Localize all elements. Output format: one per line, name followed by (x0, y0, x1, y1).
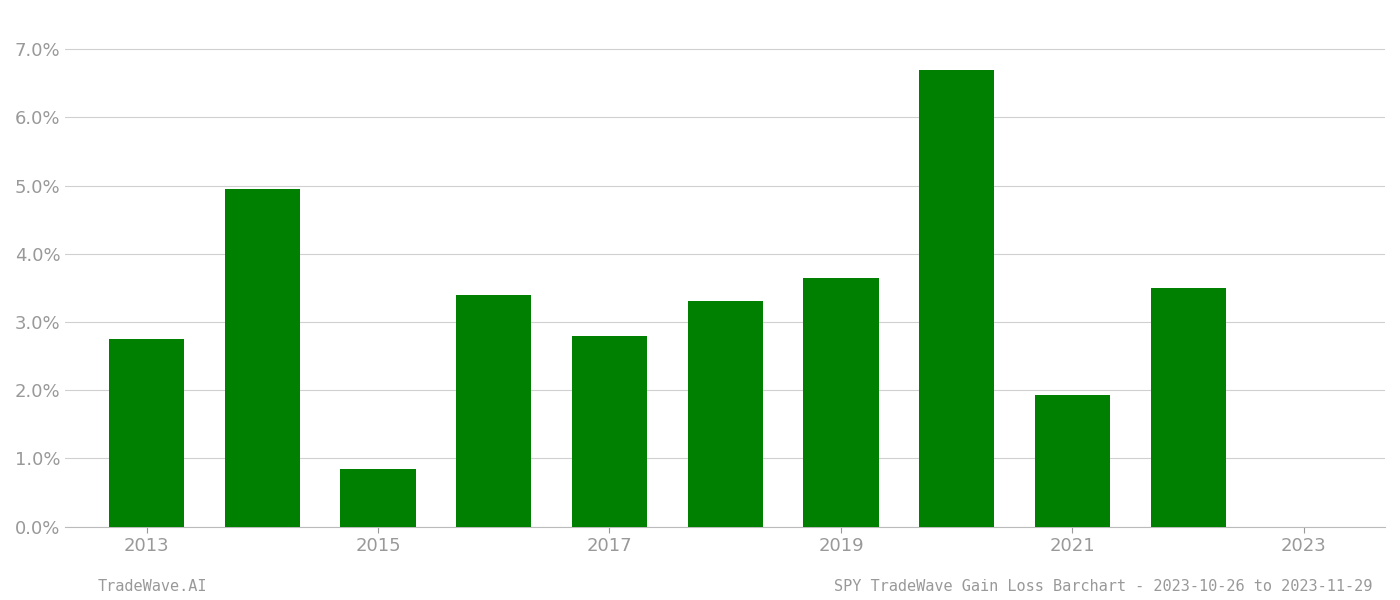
Bar (571, 335, 647, 527)
Bar (687, 301, 763, 527)
Bar (109, 339, 185, 527)
Bar (224, 189, 300, 527)
Text: SPY TradeWave Gain Loss Barchart - 2023-10-26 to 2023-11-29: SPY TradeWave Gain Loss Barchart - 2023-… (833, 579, 1372, 594)
Bar (1035, 395, 1110, 527)
Bar (920, 70, 994, 527)
Bar (340, 469, 416, 527)
Bar (1151, 288, 1226, 527)
Bar (456, 295, 532, 527)
Bar (804, 278, 879, 527)
Text: TradeWave.AI: TradeWave.AI (98, 579, 207, 594)
